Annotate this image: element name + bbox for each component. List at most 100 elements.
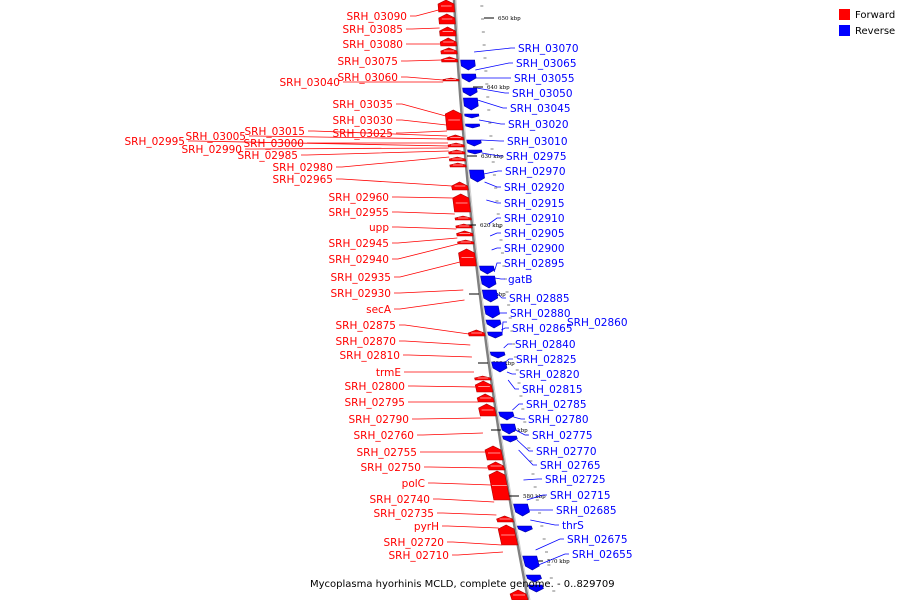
genome-backbone xyxy=(452,0,530,600)
forward-leader-srh-02930 xyxy=(394,289,464,294)
reverse-leader-srh-03070 xyxy=(474,47,515,53)
forward-leader-srh-03090 xyxy=(410,9,439,17)
forward-leader-srh-02980 xyxy=(336,156,450,168)
legend-swatch-reverse xyxy=(839,25,850,36)
forward-leader-srh-03085 xyxy=(406,27,440,30)
forward-label-srh-02710: SRH_02710 xyxy=(388,550,449,562)
forward-label-srh-02990: SRH_02990 xyxy=(181,144,242,156)
forward-label-srh-03085: SRH_03085 xyxy=(342,24,403,36)
reverse-label-srh-02780: SRH_02780 xyxy=(528,414,589,426)
forward-label-srh-02790: SRH_02790 xyxy=(348,414,409,426)
reverse-leader-srh-02655 xyxy=(538,553,569,566)
reverse-leader-srh-02675 xyxy=(535,538,564,551)
reverse-label-srh-03070: SRH_03070 xyxy=(518,43,579,55)
reverse-label-srh-02815: SRH_02815 xyxy=(522,384,583,396)
reverse-label-srh-02915: SRH_02915 xyxy=(504,198,565,210)
forward-label-srh-03005: SRH_03005 xyxy=(185,131,246,143)
forward-leader-lines xyxy=(188,9,504,556)
forward-label-srh-02965: SRH_02965 xyxy=(272,174,333,186)
reverse-leader-srh-02780 xyxy=(513,416,525,420)
forward-label-srh-03015: SRH_03015 xyxy=(244,126,305,138)
forward-leader-srh-02790 xyxy=(412,417,481,420)
forward-label-srh-03080: SRH_03080 xyxy=(342,39,403,51)
forward-leader-srh-03005 xyxy=(249,135,448,140)
forward-leader-upp xyxy=(392,226,457,230)
forward-leader-pyrh xyxy=(442,525,499,529)
reverse-gene-13 xyxy=(485,319,502,329)
reverse-gene-19 xyxy=(502,435,518,443)
forward-leader-srh-03035 xyxy=(396,103,446,117)
reverse-leader-srh-02840 xyxy=(503,343,512,349)
reverse-leader-srh-02970 xyxy=(483,170,502,175)
reverse-leader-srh-02900 xyxy=(491,247,501,251)
forward-label-srh-02930: SRH_02930 xyxy=(330,288,391,300)
forward-leader-srh-02710 xyxy=(452,551,504,556)
reverse-leader-srh-02915 xyxy=(486,199,501,204)
reverse-label-srh-02825: SRH_02825 xyxy=(516,354,577,366)
forward-label-srh-03030: SRH_03030 xyxy=(332,115,393,127)
reverse-label-srh-02910: SRH_02910 xyxy=(504,213,565,225)
reverse-leader-srh-02905 xyxy=(489,232,501,237)
reverse-label-srh-02785: SRH_02785 xyxy=(526,399,587,411)
forward-label-srh-02960: SRH_02960 xyxy=(328,192,389,204)
genome-backbone-highlight xyxy=(455,0,531,600)
forward-leader-srh-02870 xyxy=(399,340,471,346)
forward-leader-srh-02800 xyxy=(408,385,477,388)
forward-label-srh-02735: SRH_02735 xyxy=(373,508,434,520)
forward-label-srh-02810: SRH_02810 xyxy=(339,350,400,362)
tick-label-2: 630 kbp xyxy=(481,154,504,160)
forward-label-srh-02945: SRH_02945 xyxy=(328,238,389,250)
forward-leader-srh-02955 xyxy=(392,211,455,215)
forward-label-srh-03025: SRH_03025 xyxy=(332,128,393,140)
legend: Forward Reverse xyxy=(839,9,895,37)
reverse-leader-srh-02715 xyxy=(526,494,547,501)
reverse-leader-srh-02775 xyxy=(515,429,529,436)
forward-label-srh-02755: SRH_02755 xyxy=(356,447,417,459)
reverse-leader-lines xyxy=(474,47,569,566)
reverse-leader-srh-02785 xyxy=(512,403,523,411)
reverse-label-srh-02685: SRH_02685 xyxy=(556,505,617,517)
forward-label-srh-02750: SRH_02750 xyxy=(360,462,421,474)
reverse-label-srh-03010: SRH_03010 xyxy=(507,136,568,148)
reverse-label-srh-02715: SRH_02715 xyxy=(550,490,611,502)
forward-label-srh-03035: SRH_03035 xyxy=(332,99,393,111)
reverse-label-srh-02975: SRH_02975 xyxy=(506,151,567,163)
reverse-gene-14 xyxy=(487,331,503,339)
reverse-leader-srh-02885 xyxy=(496,292,506,299)
forward-label-srh-02985: SRH_02985 xyxy=(237,150,298,162)
reverse-label-srh-03065: SRH_03065 xyxy=(516,58,577,70)
reverse-label-thrs: thrS xyxy=(562,520,584,532)
reverse-gene-11 xyxy=(481,289,499,303)
reverse-label-srh-02900: SRH_02900 xyxy=(504,243,565,255)
reverse-leader-srh-03050 xyxy=(476,87,509,94)
forward-label-srh-03040: SRH_03040 xyxy=(279,77,340,89)
reverse-label-srh-02970: SRH_02970 xyxy=(505,166,566,178)
reverse-label-srh-03020: SRH_03020 xyxy=(508,119,569,131)
reverse-label-srh-02865: SRH_02865 xyxy=(512,323,573,335)
tick-label-3: 620 kbp xyxy=(480,223,503,229)
reverse-label-srh-03050: SRH_03050 xyxy=(512,88,573,100)
reverse-leader-srh-03065 xyxy=(475,62,513,71)
forward-label-srh-02995: SRH_02995 xyxy=(124,136,185,148)
forward-leader-srh-03075 xyxy=(401,59,442,62)
reverse-leader-srh-03020 xyxy=(479,119,505,125)
forward-label-srh-03000: SRH_03000 xyxy=(243,138,304,150)
reverse-gene-3 xyxy=(463,97,479,111)
reverse-leader-srh-02860 xyxy=(501,321,507,336)
forward-label-srh-03075: SRH_03075 xyxy=(337,56,398,68)
reverse-leader-srh-02825 xyxy=(505,358,513,363)
reverse-leader-gatb xyxy=(494,277,505,280)
reverse-leader-srh-02820 xyxy=(506,371,516,375)
forward-label-srh-02935: SRH_02935 xyxy=(330,272,391,284)
forward-label-srh-03090: SRH_03090 xyxy=(346,11,407,23)
reverse-genes xyxy=(460,59,544,593)
forward-label-polc: polC xyxy=(402,478,425,490)
reverse-gene-labels: SRH_03070 SRH_03065 SRH_03055 SRH_03050 SRH_… xyxy=(504,43,633,561)
forward-leader-srh-02945 xyxy=(392,237,458,244)
forward-leader-srh-02935 xyxy=(394,261,461,278)
reverse-label-srh-02820: SRH_02820 xyxy=(519,369,580,381)
reverse-gene-6 xyxy=(466,139,482,147)
tick-label-0: 650 kbp xyxy=(498,16,521,22)
